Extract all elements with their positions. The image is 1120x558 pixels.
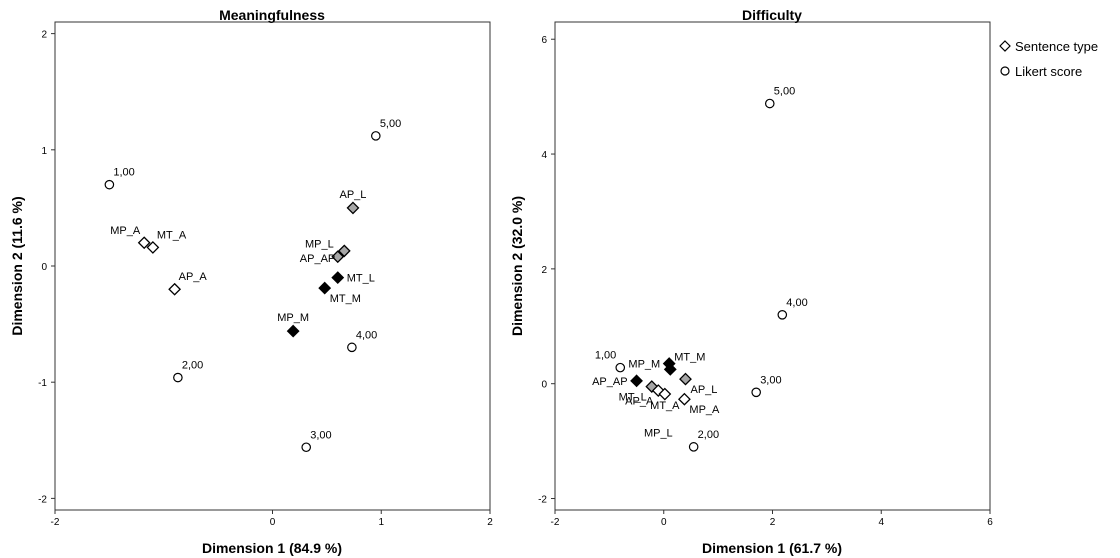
point-mt-m (318, 281, 332, 295)
meaningfulness-marks: MP_A MT_A AP_A AP_L MP_L AP_AP MT_L MT_M MP_M 1,0… (104, 118, 401, 453)
point-label-ap-ap: AP_AP (592, 376, 627, 388)
point-2-00 (173, 372, 183, 383)
x-tick-label: -2 (51, 517, 60, 528)
point-mp-a (677, 392, 691, 406)
meaningfulness-ticks: -2 0 1 2 -2 -1 0 1 2 (38, 30, 493, 528)
meaningfulness-x-axis-label: Dimension 1 (84.9 %) (202, 540, 342, 556)
difficulty-ticks: -2 0 2 4 6 -2 0 2 4 6 (538, 35, 993, 528)
point-label-mp-m: MP_M (277, 312, 309, 324)
point-label-5-00: 5,00 (774, 86, 795, 98)
point-1-00 (615, 362, 626, 373)
meaningfulness-title: Meaningfulness (219, 7, 325, 23)
meaningfulness-chart: Meaningfulness Dimension 1 (84.9 %) Dime… (9, 7, 493, 556)
point-label-mp-a: MP_A (110, 225, 141, 237)
point-label-5-00: 5,00 (380, 118, 401, 130)
point-ap-a (651, 384, 665, 398)
point-4-00 (777, 309, 788, 320)
point-ap-ap (630, 374, 643, 388)
point-3-00 (301, 442, 312, 453)
y-tick-label: -1 (38, 378, 47, 389)
point-label-ap-a: AP_A (179, 271, 208, 283)
difficulty-plot-frame (554, 21, 991, 511)
point-label-mt-m: MT_M (330, 293, 361, 305)
legend-item-likert-score: Likert score (1000, 64, 1082, 79)
y-tick-label: 1 (41, 146, 47, 157)
point-mt-l (331, 271, 345, 285)
difficulty-title: Difficulty (742, 7, 802, 23)
point-label-ap-l: AP_L (340, 189, 367, 201)
point-5-00 (764, 98, 775, 109)
point-4-00 (347, 342, 357, 353)
point-2-00 (688, 442, 699, 452)
difficulty-chart: Difficulty Dimension 1 (61.7 %) Dimensio… (509, 7, 993, 556)
point-label-mp-l: MP_L (644, 428, 673, 440)
point-label-ap-l: AP_L (691, 384, 718, 396)
point-label-mt-l: MT_L (347, 273, 375, 285)
x-tick-label: 0 (661, 517, 667, 528)
point-label-ap-a: AP_A (625, 396, 654, 408)
point-label-mt-m: MT_M (674, 351, 705, 363)
x-tick-label: 0 (270, 517, 276, 528)
legend-label-sentence-type: Sentence type (1015, 39, 1098, 54)
y-tick-label: 0 (41, 262, 47, 273)
y-tick-label: 2 (41, 30, 47, 41)
y-tick-label: -2 (538, 495, 547, 506)
y-tick-label: 0 (541, 380, 547, 391)
point-5-00 (371, 131, 381, 141)
point-label-4-00: 4,00 (356, 329, 377, 341)
point-label-mt-a: MT_A (157, 229, 187, 241)
point-label-mp-a: MP_A (689, 404, 720, 416)
point-3-00 (751, 387, 761, 398)
point-mt-a (658, 387, 672, 401)
y-tick-label: 4 (541, 150, 547, 161)
point-label-mp-l: MP_L (305, 239, 334, 251)
point-label-4-00: 4,00 (786, 297, 807, 309)
point-label-mt-a: MT_A (650, 400, 680, 412)
point-mp-l (331, 250, 345, 264)
point-label-3-00: 3,00 (760, 374, 781, 386)
point-label-3-00: 3,00 (310, 429, 331, 441)
difficulty-y-axis-label: Dimension 2 (32.0 %) (509, 196, 525, 336)
point-label-1-00: 1,00 (113, 167, 134, 179)
point-ap-l (679, 372, 692, 386)
point-label-mp-m: MP_M (628, 359, 660, 371)
point-label-mt-l: MT_L (619, 392, 647, 404)
point-label-ap-ap: AP_AP (300, 253, 335, 265)
point-mt-m (663, 362, 677, 376)
point-mt-a (146, 240, 160, 254)
diamond-icon (999, 40, 1011, 52)
point-label-2-00: 2,00 (698, 429, 719, 441)
meaningfulness-y-axis-label: Dimension 2 (11.6 %) (9, 196, 25, 335)
point-mp-a (137, 236, 151, 250)
point-label-1-00: 1,00 (595, 350, 616, 362)
x-tick-label: 1 (378, 517, 384, 528)
y-tick-label: 6 (541, 35, 547, 46)
legend-item-sentence-type: Sentence type (999, 39, 1098, 54)
x-tick-label: 4 (878, 517, 884, 528)
y-tick-label: -2 (38, 494, 47, 505)
legend-label-likert-score: Likert score (1015, 64, 1082, 79)
difficulty-x-axis-label: Dimension 1 (61.7 %) (702, 540, 842, 556)
point-ap-ap (337, 244, 351, 258)
point-ap-a (168, 282, 182, 296)
point-1-00 (104, 179, 115, 190)
point-ap-l (346, 201, 360, 215)
x-tick-label: 2 (770, 517, 776, 528)
point-label-2-00: 2,00 (182, 360, 203, 372)
legend: Sentence type Likert score (999, 39, 1098, 79)
point-mp-m (286, 324, 300, 338)
meaningfulness-plot-frame (54, 21, 491, 511)
x-tick-label: -2 (551, 517, 560, 528)
y-tick-label: 2 (541, 265, 547, 276)
x-tick-label: 6 (987, 517, 993, 528)
x-tick-label: 2 (487, 517, 493, 528)
circle-icon (1000, 66, 1010, 76)
